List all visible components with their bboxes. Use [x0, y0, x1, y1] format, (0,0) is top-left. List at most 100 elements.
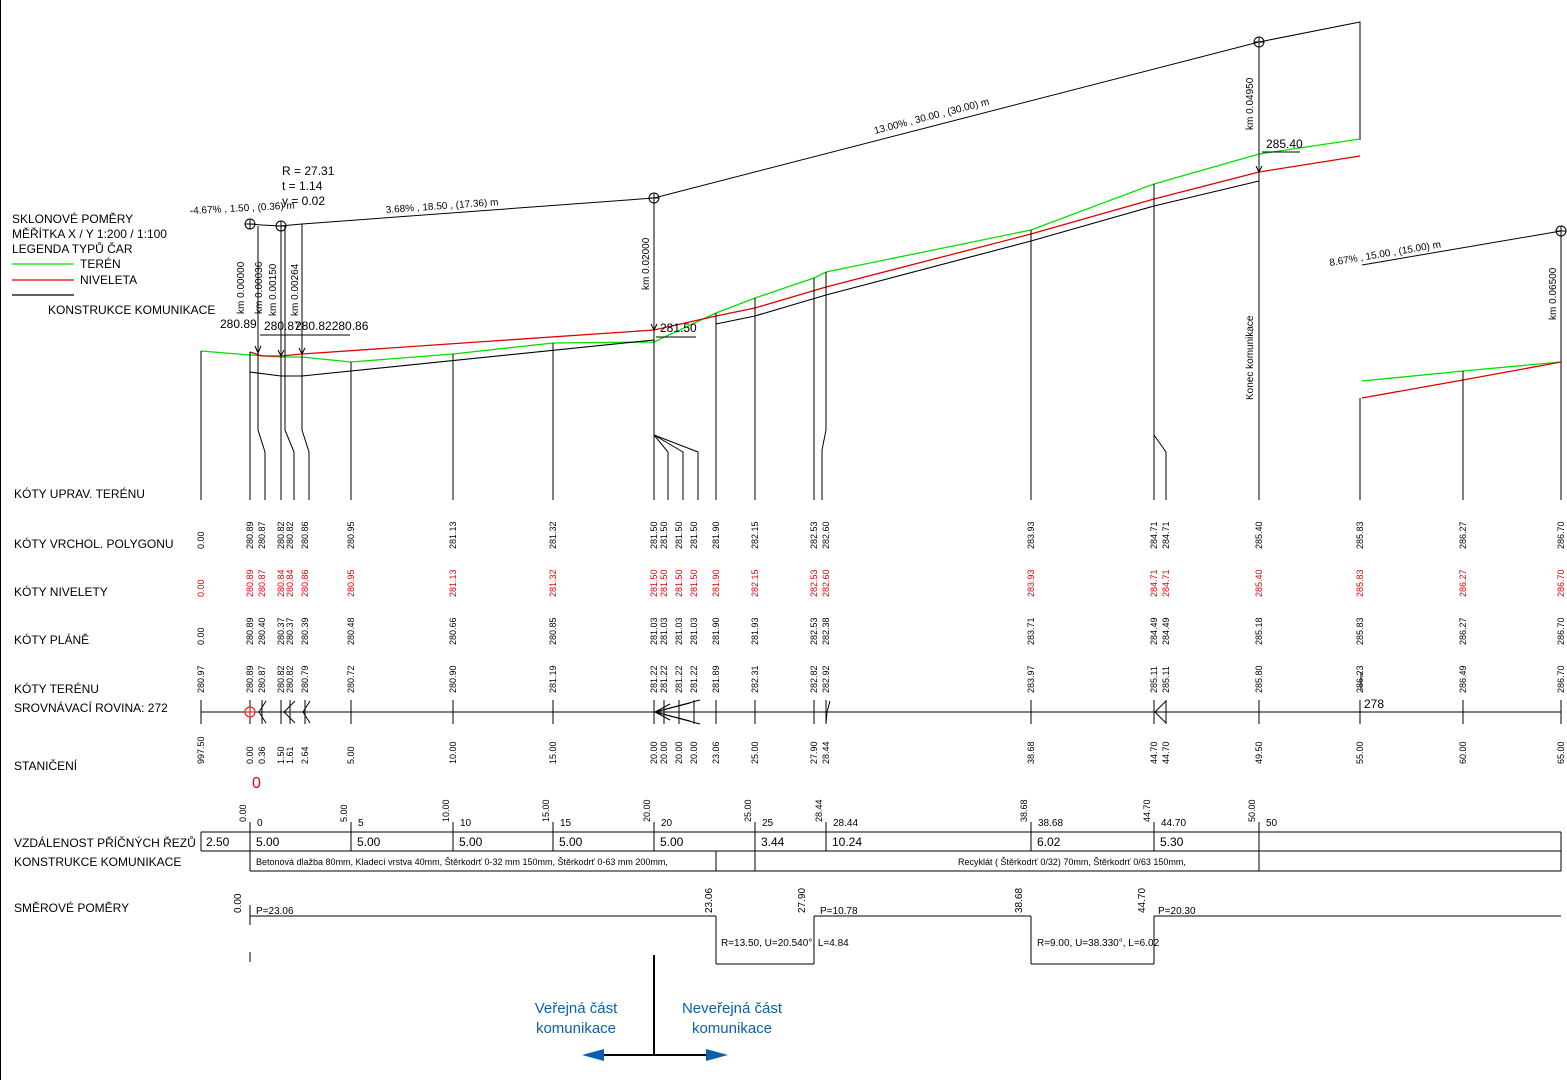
vrchol-value-0: 0.00 — [196, 531, 206, 549]
ruler-flat-7: 38.68 — [1038, 818, 1063, 829]
public-divider: Veřejná část komunikace Neveřejná část k… — [535, 955, 783, 1061]
ruler-flat-0: 0 — [257, 818, 263, 829]
niveleta-value-0: 0.00 — [196, 579, 206, 597]
row-label-srovnavaci: SROVNÁVACÍ ROVINA: 272 — [14, 700, 168, 715]
ruler-flat-1: 5 — [358, 818, 364, 829]
niveleta-value-21: 285.83 — [1355, 569, 1365, 597]
plane-value-11: 281.03 — [674, 617, 684, 645]
ordinate-lines — [200, 47, 1562, 500]
niveleta-value-16: 282.60 — [821, 569, 831, 597]
ruler-rot-9: 50.00 — [1247, 799, 1257, 822]
plane-value-21: 285.83 — [1355, 617, 1365, 645]
km-label-1: km 0.00000 — [236, 261, 247, 314]
staniceni-value-10: 20.00 — [659, 741, 669, 764]
staniceni-value-8: 15.00 — [548, 741, 558, 764]
station-ruler: 0.00 0 5.00 5 10.00 10 15.00 15 20.00 20 25.00 25 28… — [238, 799, 1278, 832]
teren-value-0: 280.97 — [196, 665, 206, 693]
teren-value-6: 280.72 — [346, 665, 356, 693]
vrchol-value-22: 286.27 — [1458, 521, 1468, 549]
vrchol-value-6: 280.95 — [346, 521, 356, 549]
elev-callout-2: 280.87 — [264, 319, 301, 333]
staniceni-value-18: 44.70 — [1149, 741, 1159, 764]
km-label-3: km 0.00150 — [268, 263, 279, 316]
teren-value-9: 281.22 — [649, 665, 659, 693]
ruler-rot-2: 10.00 — [441, 799, 451, 822]
teren-value-1: 280.89 — [245, 665, 255, 693]
plane-value-4: 280.37 — [285, 617, 295, 645]
elev-callout-1: 280.89 — [220, 317, 257, 331]
vrchol-value-7: 281.13 — [448, 521, 458, 549]
niveleta-value-4: 280.84 — [285, 569, 295, 597]
niveleta-value-19: 284.71 — [1161, 569, 1171, 597]
distance-value-2: 5.00 — [357, 835, 381, 849]
legend-scale: MĚŘÍTKA X / Y 1:200 / 1:100 — [12, 226, 167, 241]
ruler-flat-8: 44.70 — [1161, 818, 1186, 829]
distance-value-4: 5.00 — [559, 835, 583, 849]
vrchol-value-17: 283.93 — [1026, 521, 1036, 549]
ruler-rot-6: 28.44 — [814, 799, 824, 822]
curve-tangent: t = 1.14 — [282, 179, 323, 193]
ruler-rot-0: 0.00 — [238, 804, 248, 822]
horizontal-alignment-labels: 0.00 23.06 27.90 38.68 44.70 P=23.06 P=1… — [233, 888, 1196, 949]
niveleta-line — [249, 155, 1361, 357]
elev-callout-3: 280.82280.86 — [295, 319, 369, 333]
niveleta-value-17: 283.93 — [1026, 569, 1036, 597]
staniceni-value-17: 38.68 — [1026, 741, 1036, 764]
plane-value-13: 281.90 — [711, 617, 721, 645]
vrchol-value-1: 280.89 — [245, 521, 255, 549]
teren-value-18: 285.11 — [1149, 666, 1159, 693]
public-label-2: komunikace — [536, 1020, 616, 1037]
plane-value-14: 281.93 — [750, 617, 760, 645]
staniceni-value-16: 28.44 — [821, 741, 831, 764]
niveleta-value-12: 281.50 — [689, 569, 699, 597]
teren-value-20: 285.80 — [1254, 665, 1264, 693]
table-columns: 0.000.000.00280.97997.50280.89280.89280.… — [196, 521, 1566, 764]
niveleta-value-20: 285.40 — [1254, 569, 1264, 597]
teren-value-8: 281.19 — [548, 665, 558, 693]
row-label-smerove: SMĚROVÉ POMĚRY — [14, 900, 129, 915]
legend-types-title: LEGENDA TYPŮ ČAR — [12, 241, 133, 256]
staniceni-value-1: 0.00 — [245, 746, 255, 764]
legend: SKLONOVÉ POMĚRY MĚŘÍTKA X / Y 1:200 / 1:… — [12, 211, 215, 317]
km-label-4: km 0.00264 — [290, 263, 301, 316]
distance-value-7: 10.24 — [832, 835, 862, 849]
teren-line — [200, 138, 1361, 363]
niveleta-value-22: 286.27 — [1458, 569, 1468, 597]
staniceni-value-2: 0.36 — [257, 746, 267, 764]
ruler-rot-4: 20.00 — [642, 799, 652, 822]
ruler-flat-3: 15 — [560, 818, 572, 829]
staniceni-value-12: 20.00 — [689, 741, 699, 764]
slope-polygon — [249, 21, 1562, 500]
plane-value-2: 280.40 — [257, 617, 267, 645]
ruler-flat-9: 50 — [1266, 818, 1278, 829]
distance-values: 2.50 5.00 5.00 5.00 5.00 5.00 3.44 10.24 6.02 5.3… — [206, 835, 1184, 849]
vrchol-value-14: 282.15 — [750, 521, 760, 549]
niveleta-value-5: 280.86 — [300, 569, 310, 597]
plane-value-10: 281.03 — [659, 617, 669, 645]
smer-st-4: 38.68 — [1014, 888, 1025, 913]
vrchol-value-15: 282.53 — [809, 521, 819, 549]
staniceni-value-23: 65.00 — [1556, 741, 1566, 764]
niveleta-value-2: 280.87 — [257, 569, 267, 597]
teren-value-11: 281.22 — [674, 665, 684, 693]
vrchol-value-13: 281.90 — [711, 521, 721, 549]
niveleta-value-23: 286.70 — [1556, 569, 1566, 597]
vrchol-value-8: 281.32 — [548, 521, 558, 549]
ruler-flat-2: 10 — [460, 818, 472, 829]
plane-value-5: 280.39 — [300, 617, 310, 645]
horizontal-alignment — [249, 905, 1561, 965]
teren-value-19: 285.11 — [1161, 666, 1171, 693]
vrchol-value-2: 280.87 — [257, 521, 267, 549]
niveleta-value-14: 282.15 — [750, 569, 760, 597]
staniceni-value-0: 997.50 — [196, 736, 206, 764]
teren-value-5: 280.79 — [300, 665, 310, 693]
plane-value-12: 281.03 — [689, 617, 699, 645]
ruler-rot-5: 25.00 — [743, 799, 753, 822]
ruler-flat-6: 28.44 — [833, 818, 858, 829]
teren-value-21: 286.23 — [1355, 665, 1365, 693]
vrchol-value-21: 285.83 — [1355, 521, 1365, 549]
plane-value-16: 282.38 — [821, 617, 831, 645]
datum-line — [201, 672, 1561, 725]
plane-value-20: 285.18 — [1254, 617, 1264, 645]
legend-title: SKLONOVÉ POMĚRY — [12, 211, 133, 226]
